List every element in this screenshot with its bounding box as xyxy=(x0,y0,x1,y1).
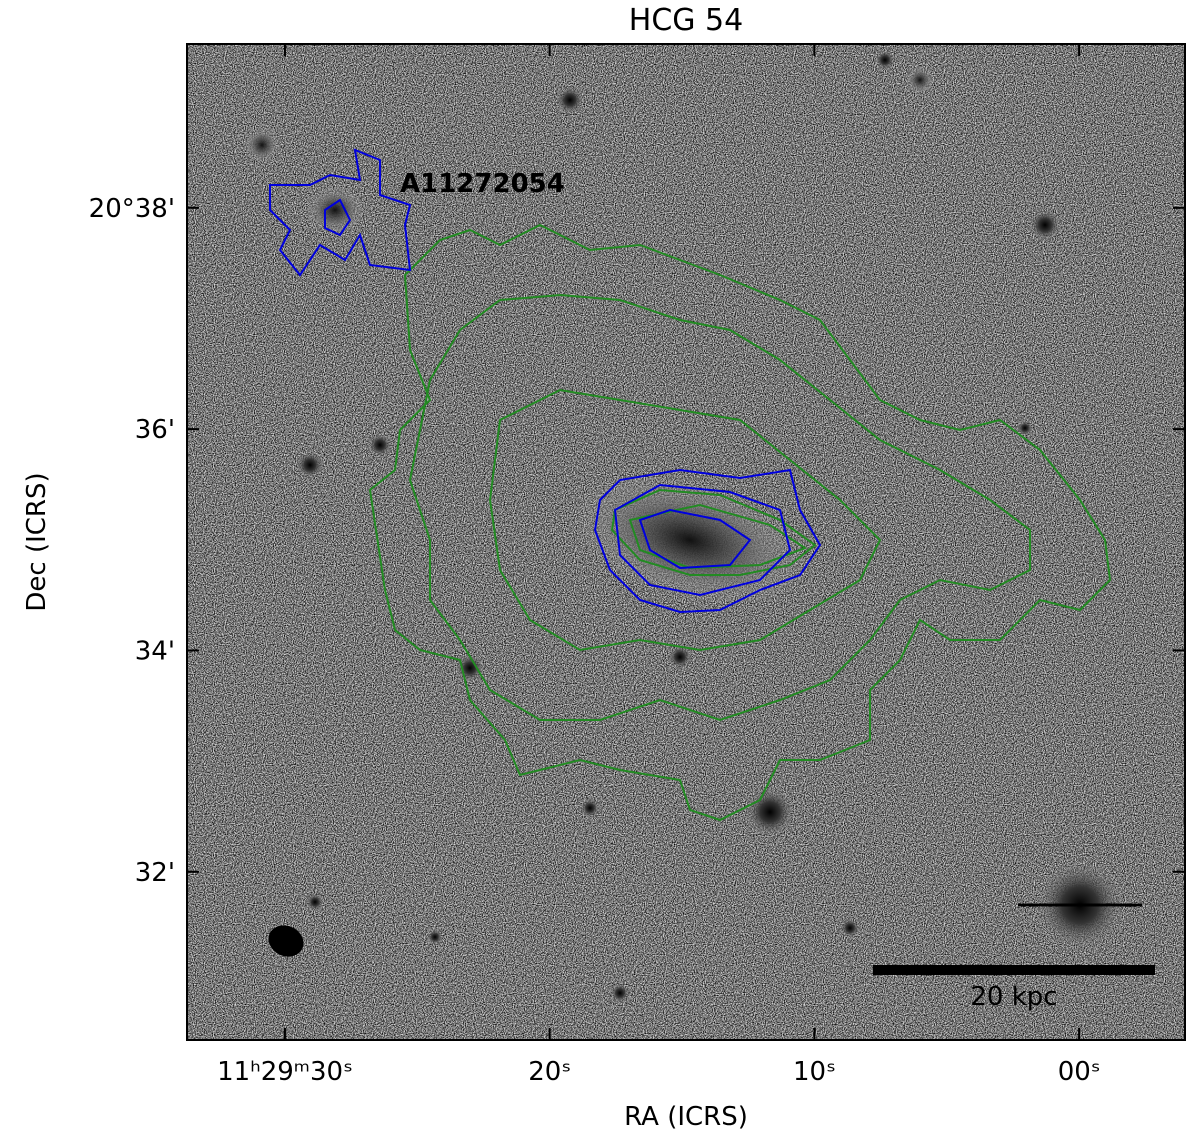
x-tick-label: 11ʰ29ᵐ30ˢ xyxy=(217,1057,353,1087)
y-axis-label: Dec (ICRS) xyxy=(22,472,52,611)
beam xyxy=(268,925,304,957)
y-tick-label: 34' xyxy=(135,636,175,666)
blue-contour xyxy=(613,483,792,597)
y-tick-label: 20°38' xyxy=(89,194,175,224)
green-contour xyxy=(488,388,882,652)
y-tick-label: 32' xyxy=(135,858,175,888)
y-tick-label: 36' xyxy=(135,415,175,445)
x-axis-label: RA (ICRS) xyxy=(624,1102,748,1132)
x-tick-label: 10ˢ xyxy=(793,1057,836,1087)
sky-image xyxy=(187,44,1185,1040)
blue-contour xyxy=(324,198,352,237)
annotation: 20 kpc xyxy=(970,982,1057,1012)
annotation: A11272054 xyxy=(400,169,565,199)
x-tick-label: 20ˢ xyxy=(528,1057,571,1087)
green-contour xyxy=(408,293,1031,722)
x-tick-label: 00ˢ xyxy=(1058,1057,1101,1087)
blue-contour xyxy=(593,468,822,614)
contours xyxy=(269,148,1112,822)
green-contour xyxy=(610,488,817,576)
frame xyxy=(186,43,1186,1041)
blue-contour xyxy=(638,508,752,570)
scale-bar xyxy=(873,965,1155,975)
blue-contour xyxy=(269,148,412,277)
chart-title: HCG 54 xyxy=(629,3,743,38)
green-contour xyxy=(368,223,1112,822)
